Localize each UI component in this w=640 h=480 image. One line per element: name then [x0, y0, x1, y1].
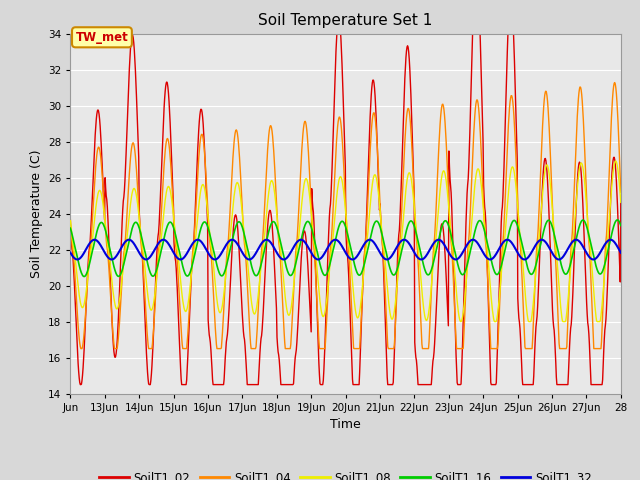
X-axis label: Time: Time	[330, 418, 361, 431]
Title: Soil Temperature Set 1: Soil Temperature Set 1	[259, 13, 433, 28]
Legend: SoilT1_02, SoilT1_04, SoilT1_08, SoilT1_16, SoilT1_32: SoilT1_02, SoilT1_04, SoilT1_08, SoilT1_…	[95, 466, 596, 480]
Y-axis label: Soil Temperature (C): Soil Temperature (C)	[29, 149, 43, 278]
Text: TW_met: TW_met	[76, 31, 128, 44]
